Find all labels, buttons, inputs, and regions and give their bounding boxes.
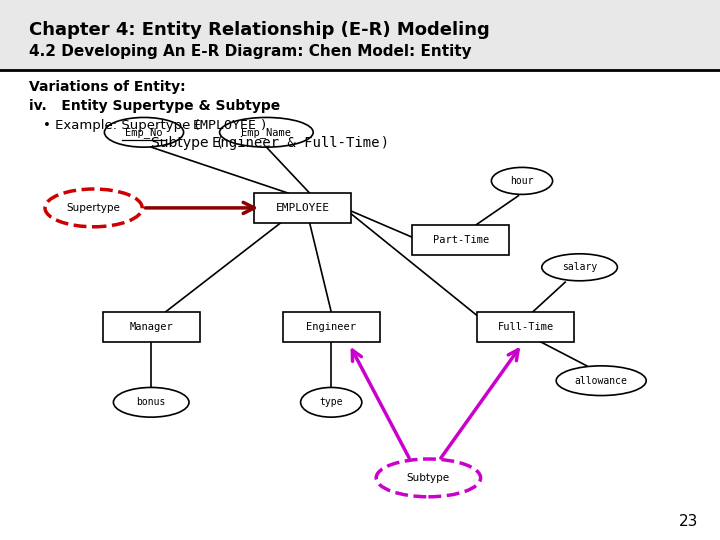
Ellipse shape: [114, 388, 189, 417]
Text: Part-Time: Part-Time: [433, 235, 489, 245]
Text: allowance: allowance: [575, 376, 628, 386]
Ellipse shape: [376, 459, 481, 497]
Text: Manager: Manager: [130, 322, 173, 332]
Text: Engineer: Engineer: [306, 322, 356, 332]
Text: bonus: bonus: [137, 397, 166, 407]
Text: Emp_No: Emp_No: [125, 127, 163, 138]
Text: Variations of Entity:: Variations of Entity:: [29, 80, 186, 94]
Text: type: type: [320, 397, 343, 407]
Ellipse shape: [301, 388, 362, 417]
Text: hour: hour: [510, 176, 534, 186]
FancyBboxPatch shape: [412, 225, 510, 255]
Text: 23: 23: [679, 514, 698, 529]
FancyBboxPatch shape: [253, 193, 351, 222]
Ellipse shape: [104, 117, 184, 147]
Text: ): ): [382, 136, 387, 150]
Ellipse shape: [220, 117, 313, 147]
Text: 4.2 Developing An E-R Diagram: Chen Model: Entity: 4.2 Developing An E-R Diagram: Chen Mode…: [29, 44, 472, 59]
Text: • Example: Supertype (: • Example: Supertype (: [43, 119, 200, 132]
Text: ): ): [261, 119, 266, 132]
FancyBboxPatch shape: [102, 312, 199, 342]
FancyBboxPatch shape: [0, 0, 720, 70]
Text: Supertype: Supertype: [67, 203, 120, 213]
Ellipse shape: [45, 189, 143, 227]
FancyBboxPatch shape: [477, 312, 575, 342]
Text: Subtype: Subtype: [407, 473, 450, 483]
Text: Chapter 4: Entity Relationship (E-R) Modeling: Chapter 4: Entity Relationship (E-R) Mod…: [29, 21, 490, 39]
FancyBboxPatch shape: [283, 312, 380, 342]
Ellipse shape: [556, 366, 647, 395]
Text: Emp_Name: Emp_Name: [241, 127, 292, 138]
Text: iv.   Entity Supertype & Subtype: iv. Entity Supertype & Subtype: [29, 99, 280, 113]
Text: Full-Time: Full-Time: [498, 322, 554, 332]
Text: salary: salary: [562, 262, 597, 272]
Ellipse shape: [491, 167, 553, 194]
Text: EMPLOYEE: EMPLOYEE: [275, 203, 329, 213]
Text: Subtype  (: Subtype (: [151, 136, 223, 150]
Text: Engineer & Full-Time: Engineer & Full-Time: [212, 136, 380, 150]
Ellipse shape: [542, 254, 618, 281]
Text: EMPLOYEE: EMPLOYEE: [193, 119, 257, 132]
